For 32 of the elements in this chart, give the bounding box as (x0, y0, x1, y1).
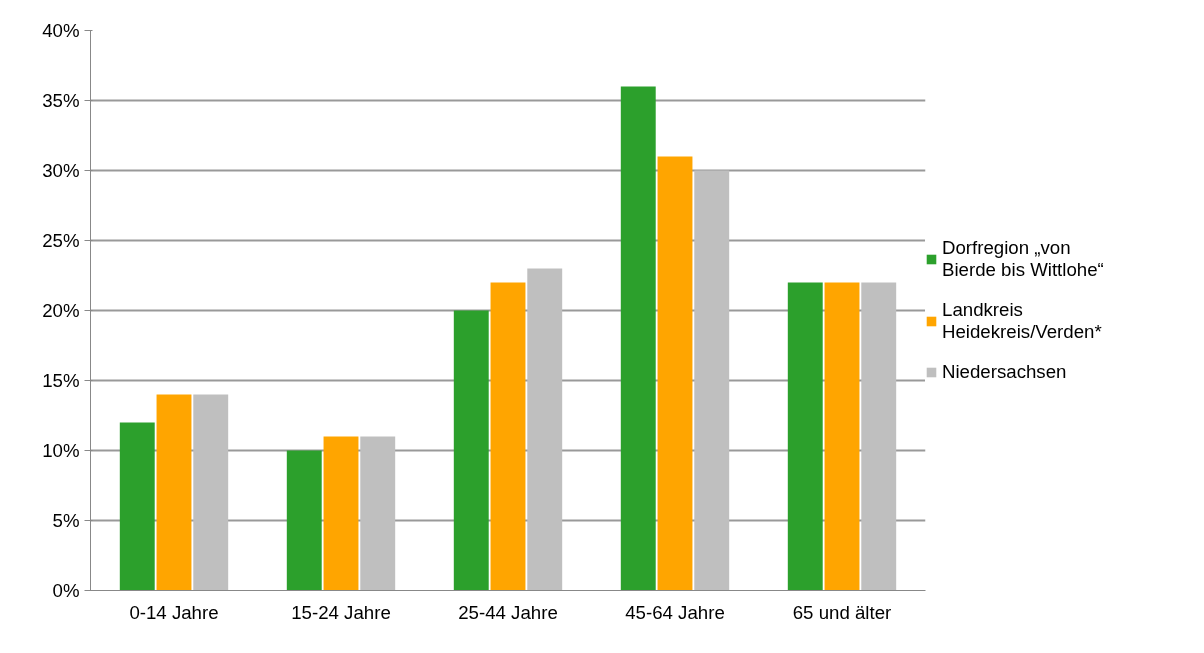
y-tick-label: 5% (52, 510, 80, 531)
x-tick-label: 25-44 Jahre (458, 601, 558, 623)
y-tick-label: 25% (42, 230, 80, 251)
y-tick-label: 10% (42, 440, 80, 461)
bar (286, 450, 322, 591)
x-tick-label: 65 und älter (792, 601, 892, 623)
legend-label: Landkreis Heidekreis/Verden* (942, 299, 1102, 343)
bar (694, 170, 730, 591)
y-tick-label: 40% (42, 20, 80, 41)
bar (490, 282, 526, 591)
bar (527, 268, 563, 591)
y-tick-label: 35% (42, 90, 80, 111)
y-tick-label: 20% (42, 300, 80, 321)
bar (360, 436, 396, 591)
bar (620, 86, 656, 591)
bar (787, 282, 823, 591)
y-tick-label: 30% (42, 160, 80, 181)
bar (193, 394, 229, 591)
bar (657, 156, 693, 591)
bar (323, 436, 359, 591)
bar (119, 422, 155, 591)
y-tick-label: 15% (42, 370, 80, 391)
x-tick-label: 0-14 Jahre (129, 601, 219, 623)
bar (156, 394, 192, 591)
legend-label: Niedersachsen (942, 361, 1067, 383)
y-tick-label: 0% (52, 580, 80, 601)
bar (453, 310, 489, 591)
legend-label: Dorfregion „von Bierde bis Wittlohe“ (942, 237, 1104, 281)
x-tick-label: 45-64 Jahre (625, 601, 725, 623)
bar (824, 282, 860, 591)
x-tick-label: 15-24 Jahre (291, 601, 391, 623)
bar (861, 282, 897, 591)
